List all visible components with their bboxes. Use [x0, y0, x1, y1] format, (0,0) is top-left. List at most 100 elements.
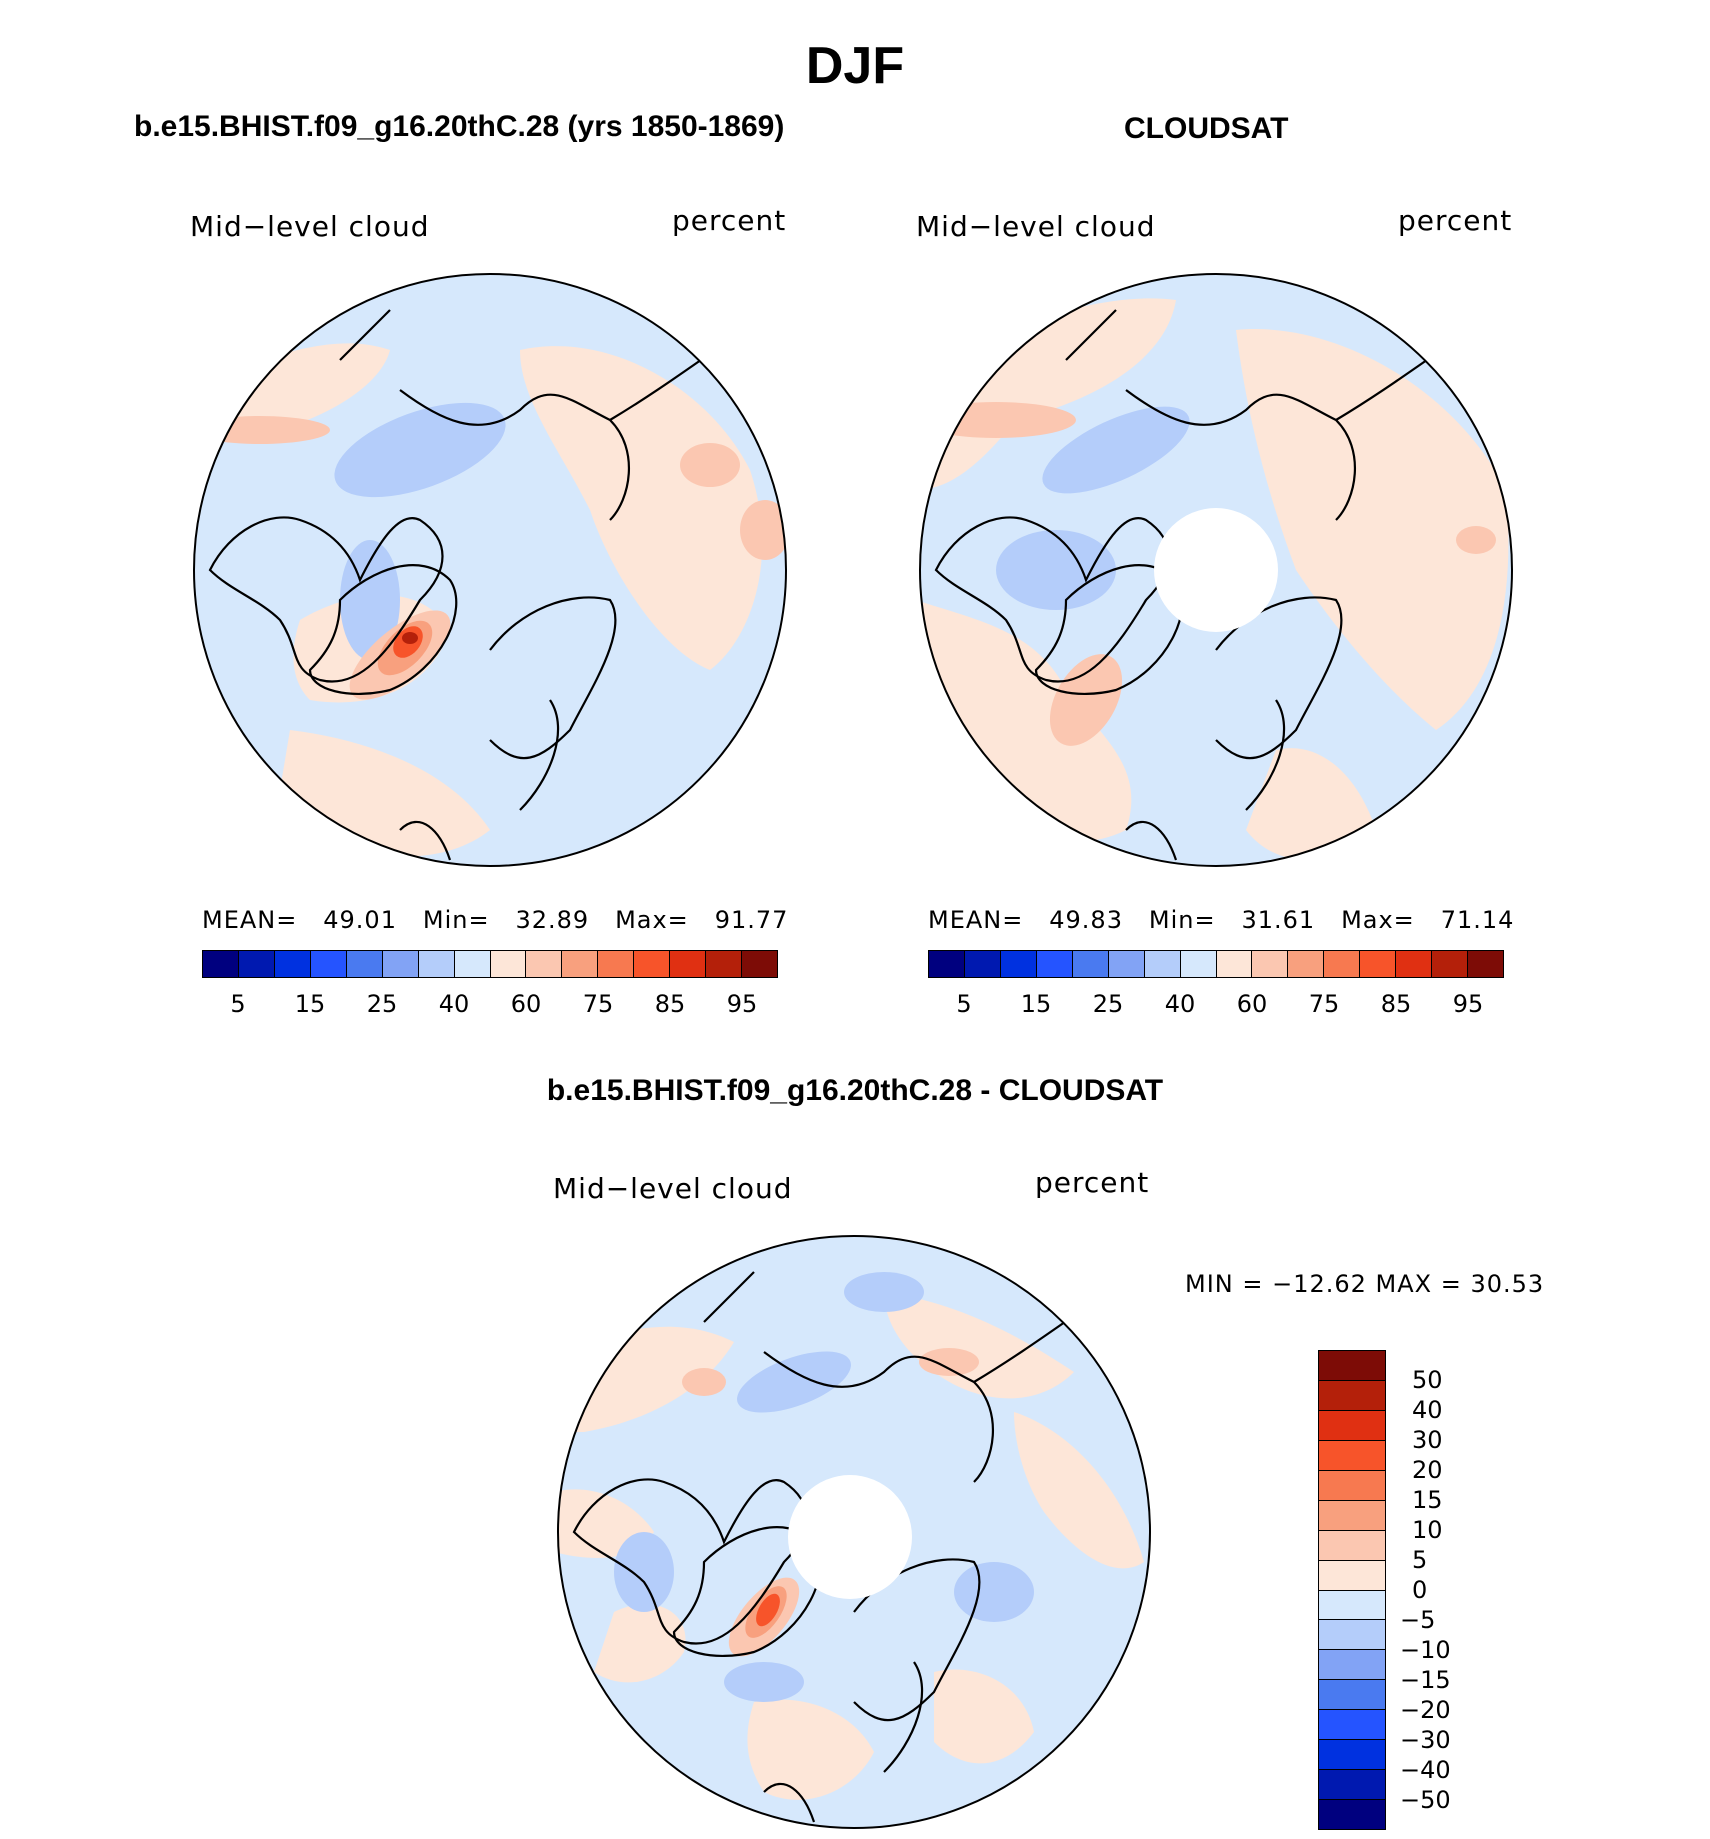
- model-colorbar: [202, 950, 778, 978]
- obs-region-arctic-cool: [1042, 406, 1190, 494]
- colorbar-tick-label: −10: [1400, 1636, 1451, 1664]
- colorbar-box: [1319, 1770, 1385, 1801]
- colorbar-tick-label: 15: [1412, 1486, 1443, 1514]
- obs-colorbar: [928, 950, 1504, 978]
- colorbar-box: [238, 951, 275, 977]
- colorbar-box: [1319, 1500, 1385, 1531]
- colorbar-box: [203, 951, 239, 977]
- obs-greenland-warm: [1049, 654, 1123, 746]
- colorbar-box: [1216, 951, 1253, 977]
- obs-pole-hole: [1154, 508, 1278, 632]
- diff-coastlines: [572, 1271, 1095, 1823]
- colorbar-box: [1180, 951, 1217, 977]
- model-region-pacific-band: [194, 416, 330, 444]
- colorbar-box: [382, 951, 419, 977]
- colorbar-box: [1319, 1710, 1385, 1741]
- colorbar-box: [706, 951, 743, 977]
- obs-region-asia-warm: [1236, 329, 1509, 730]
- colorbar-box: [1072, 951, 1109, 977]
- diff-region-warm2b: [919, 1348, 979, 1376]
- diff-units-label: percent: [1035, 1166, 1150, 1199]
- colorbar-tick-label: 25: [366, 990, 398, 1018]
- diff-region-cool3: [614, 1532, 674, 1612]
- colorbar-tick-label: 75: [582, 990, 614, 1018]
- obs-polar-map: [919, 273, 1513, 867]
- model-region-asia-warm: [520, 346, 763, 670]
- colorbar-box: [1319, 1680, 1385, 1711]
- colorbar-box: [562, 951, 599, 977]
- model-greenland-peak: [402, 632, 418, 644]
- colorbar-tick-label: 5: [230, 990, 246, 1018]
- colorbar-tick-label: 30: [1412, 1426, 1443, 1454]
- obs-map-border: [919, 273, 1513, 867]
- colorbar-tick-label: −15: [1400, 1666, 1451, 1694]
- colorbar-box: [634, 951, 671, 977]
- colorbar-tick-label: 0: [1412, 1576, 1428, 1604]
- colorbar-box: [418, 951, 455, 977]
- colorbar-box: [742, 951, 777, 977]
- diff-pole-hole: [788, 1475, 912, 1599]
- diff-region-cool4: [954, 1562, 1034, 1622]
- colorbar-box: [454, 951, 491, 977]
- colorbar-box: [1319, 1351, 1385, 1381]
- colorbar-tick-label: 5: [956, 990, 972, 1018]
- colorbar-box: [1036, 951, 1073, 977]
- diff-region-cool5: [724, 1662, 804, 1702]
- colorbar-box: [1319, 1440, 1385, 1471]
- colorbar-box: [1319, 1620, 1385, 1651]
- colorbar-tick-label: 10: [1412, 1516, 1443, 1544]
- model-region-asia-patch: [680, 443, 740, 487]
- colorbar-box: [598, 951, 635, 977]
- colorbar-box: [1319, 1740, 1385, 1771]
- colorbar-box: [1144, 951, 1181, 977]
- diff-region-cool2: [844, 1272, 924, 1312]
- colorbar-tick-label: 60: [1236, 990, 1268, 1018]
- obs-panel-title: CLOUDSAT: [1124, 112, 1289, 145]
- colorbar-box: [1319, 1650, 1385, 1681]
- colorbar-box: [1319, 1470, 1385, 1501]
- obs-region-pacific-band: [920, 402, 1076, 438]
- diff-region-warm8: [682, 1368, 726, 1396]
- diff-polar-map: [557, 1235, 1151, 1829]
- colorbar-box: [1319, 1560, 1385, 1591]
- colorbar-tick-label: −20: [1400, 1696, 1451, 1724]
- diff-greenland-peak: [756, 1593, 780, 1627]
- obs-coastlines: [934, 309, 1457, 861]
- colorbar-tick-label: 85: [654, 990, 686, 1018]
- diff-panel-title: b.e15.BHIST.f09_g16.20thC.28 - CLOUDSAT: [546, 1074, 1164, 1107]
- model-polar-map: [193, 273, 787, 867]
- colorbar-tick-label: 85: [1380, 990, 1412, 1018]
- obs-variable-label: Mid−level cloud: [916, 210, 1156, 243]
- diff-map-border: [557, 1235, 1151, 1829]
- colorbar-tick-label: 15: [294, 990, 326, 1018]
- colorbar-box: [1319, 1530, 1385, 1561]
- colorbar-box: [929, 951, 965, 977]
- obs-units-label: percent: [1398, 204, 1513, 237]
- model-region-arctic-cool: [334, 402, 506, 498]
- colorbar-box: [1252, 951, 1289, 977]
- diff-colorbar-ticks: 50 40 30 20 15 10 5 0 −5 −10 −15 −20 −30 −40 −50: [1400, 1350, 1480, 1830]
- colorbar-box: [1319, 1590, 1385, 1621]
- diff-colorbar: [1318, 1350, 1386, 1830]
- colorbar-tick-label: −5: [1400, 1606, 1436, 1634]
- colorbar-tick-label: 40: [1164, 990, 1196, 1018]
- obs-mean-value: 49.83: [1049, 906, 1123, 934]
- colorbar-box: [1468, 951, 1503, 977]
- diff-region-warm3: [1014, 1412, 1144, 1569]
- obs-region-canada-cool: [996, 530, 1116, 610]
- model-coastlines: [208, 309, 731, 861]
- colorbar-tick-label: 60: [510, 990, 542, 1018]
- colorbar-tick-label: 50: [1412, 1366, 1443, 1394]
- colorbar-box: [274, 951, 311, 977]
- colorbar-box: [1000, 951, 1037, 977]
- diff-variable-label: Mid−level cloud: [553, 1172, 793, 1205]
- model-units-label: percent: [672, 204, 787, 237]
- obs-region-europe-warm: [1246, 748, 1376, 860]
- colorbar-tick-label: −50: [1400, 1786, 1451, 1814]
- model-stats: MEAN= 49.01 Min= 32.89 Max= 91.77: [202, 906, 789, 934]
- colorbar-box: [1432, 951, 1469, 977]
- obs-region-asia-patch: [1456, 526, 1496, 554]
- diff-region-warm7: [934, 1669, 1034, 1764]
- obs-stats: MEAN= 49.83 Min= 31.61 Max= 71.14: [928, 906, 1515, 934]
- colorbar-tick-label: 40: [438, 990, 470, 1018]
